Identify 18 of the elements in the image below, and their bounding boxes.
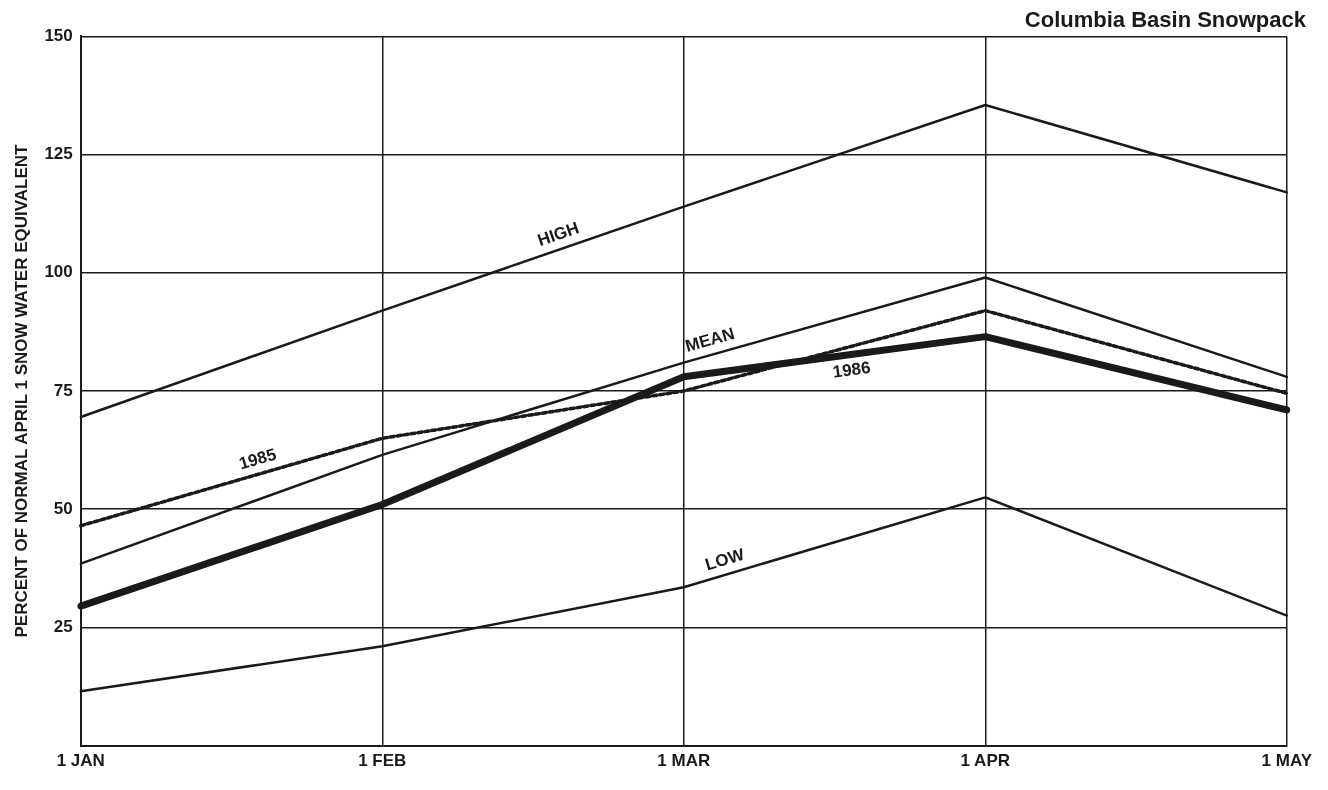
text: LOW	[703, 544, 748, 575]
y-tick-label: 25	[53, 617, 73, 637]
x-tick-label: 1 MAR	[657, 751, 711, 771]
chart-title: Columbia Basin Snowpack	[1024, 7, 1307, 33]
x-tick-label: 1 FEB	[358, 751, 407, 771]
x-tick-label: 1 APR	[960, 751, 1011, 771]
y-tick-label: 50	[53, 498, 73, 518]
y-tick-label: 150	[44, 26, 73, 46]
y-tick-label: 75	[53, 380, 73, 400]
text: HIGH	[535, 218, 582, 251]
y-tick-label: 100	[44, 262, 73, 282]
text: MEAN	[683, 323, 737, 356]
y-axis-title: PERCENT OF NORMAL APRIL 1 SNOW WATER EQUIVALENT	[11, 143, 31, 638]
x-tick-label: 1 MAY	[1261, 751, 1313, 771]
y-tick-label: 125	[44, 144, 73, 164]
x-tick-label: 1 JAN	[56, 751, 105, 771]
text: 1986	[831, 357, 872, 382]
text: 1985	[236, 444, 279, 474]
